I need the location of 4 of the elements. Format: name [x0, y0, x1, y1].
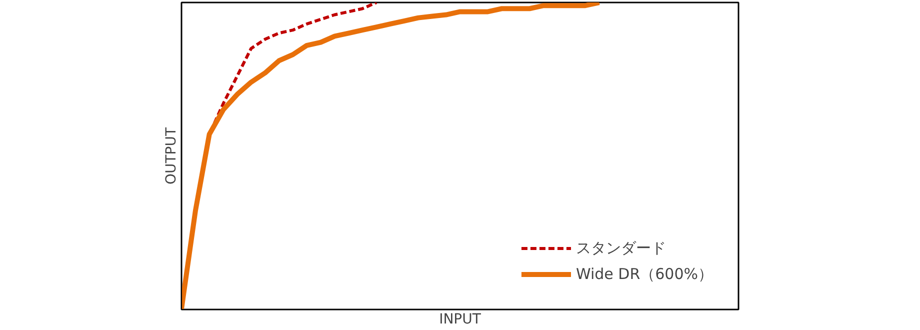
legend-label: Wide DR（600%） [576, 264, 713, 284]
legend-label: スタンダード [576, 238, 666, 258]
x-axis-title: INPUT [439, 312, 482, 328]
y-axis-title: OUTPUT [164, 127, 180, 185]
